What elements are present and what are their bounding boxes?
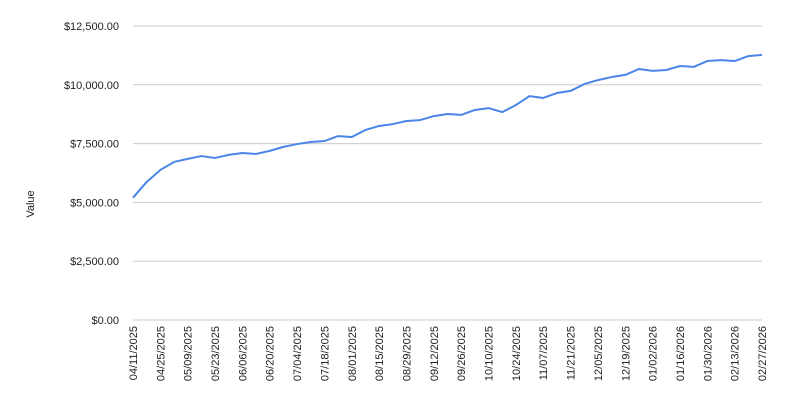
x-tick-label: 11/07/2025 [538, 326, 550, 380]
x-tick-label: 07/18/2025 [319, 326, 331, 381]
y-tick-label: $7,500.00 [70, 139, 119, 151]
x-tick-label: 11/21/2025 [566, 326, 578, 380]
x-tick-label: 12/05/2025 [593, 326, 605, 381]
x-tick-label: 09/12/2025 [429, 326, 441, 381]
x-tick-label: 08/15/2025 [374, 326, 386, 381]
x-tick-label: 06/20/2025 [265, 326, 277, 381]
x-tick-label: 05/23/2025 [210, 326, 222, 381]
x-tick-label: 10/24/2025 [511, 326, 523, 381]
y-tick-label: $10,000.00 [64, 80, 119, 92]
line [132, 53, 763, 199]
x-tick-label: 02/13/2026 [730, 326, 742, 381]
y-tick-label: $2,500.00 [70, 256, 119, 268]
x-tick-label: 10/10/2025 [484, 326, 496, 381]
x-tick-label: 04/25/2025 [155, 326, 167, 381]
x-tick-label: 02/27/2026 [757, 326, 769, 381]
y-axis-label: Value [25, 190, 37, 217]
x-tick-label: 06/06/2025 [237, 326, 249, 381]
y-tick-label: $12,500.00 [64, 21, 119, 33]
x-tick-label: 01/30/2026 [702, 326, 714, 381]
x-tick-label: 08/29/2025 [401, 326, 413, 381]
x-tick-label: 07/04/2025 [292, 326, 304, 381]
y-tick-label: $5,000.00 [70, 197, 119, 209]
x-tick-label: 04/11/2025 [128, 326, 140, 380]
x-tick-label: 09/26/2025 [456, 326, 468, 381]
x-tick-label: 12/19/2025 [620, 326, 632, 381]
x-tick-label: 05/09/2025 [183, 326, 195, 381]
x-tick-label: 01/02/2026 [648, 326, 660, 381]
x-tick-label: 08/01/2025 [347, 326, 359, 381]
x-tick-label: 01/16/2026 [675, 326, 687, 381]
y-tick-label: $0.00 [91, 315, 119, 327]
